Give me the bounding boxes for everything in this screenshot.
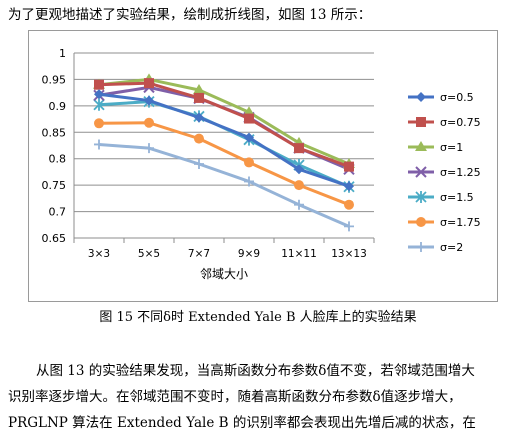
series-5	[94, 117, 354, 210]
legend-marker	[416, 117, 426, 127]
legend-label: σ=1	[440, 141, 463, 154]
y-tick-label: 0.75	[42, 179, 67, 192]
data-point	[144, 117, 154, 128]
data-point	[244, 113, 254, 124]
y-tick-label: 1	[59, 47, 66, 60]
legend-entry: σ=1.25	[408, 166, 481, 179]
data-point	[294, 199, 304, 210]
data-point	[244, 132, 254, 143]
series-0	[94, 89, 354, 192]
line-chart-figure: 1 0.95 0.9 0.85 0.8 0.75 0.7 0.65 3×3 5×5 7×7 9×9 11…	[28, 30, 498, 302]
legend-label: σ=0.5	[440, 91, 474, 104]
paragraph-line-2: 识别率逐步增大。在邻域范围不变时，随着高斯函数分布参数δ值逐步增大，	[8, 389, 462, 405]
legend-marker	[416, 92, 426, 102]
body-paragraph: 从图 13 的实验结果发现，当高斯函数分布参数δ值不变，若邻域范围增大 识别率逐…	[8, 358, 514, 436]
data-point	[294, 164, 304, 175]
y-tick-label: 0.8	[49, 153, 67, 166]
x-tick-label: 9×9	[238, 248, 260, 260]
series-line	[98, 77, 350, 166]
y-tick-label: 0.9	[49, 100, 67, 113]
legend-marker	[416, 242, 426, 252]
data-point	[344, 221, 354, 232]
intro-line: 为了更观地描述了实验结果，绘制成折线图，如图 13 所示：	[8, 7, 372, 23]
series-6	[94, 139, 354, 232]
legend-marker	[415, 191, 427, 203]
series-line	[98, 142, 350, 228]
legend-marker	[415, 141, 427, 151]
chart-axes: 1 0.95 0.9 0.85 0.8 0.75 0.7 0.65 3×3 5×5 7×7 9×9 11…	[42, 47, 375, 281]
legend-label: σ=2	[440, 241, 463, 254]
series-1	[94, 78, 354, 172]
legend-marker	[416, 217, 426, 227]
data-point	[294, 180, 304, 191]
data-point	[344, 199, 354, 210]
data-point	[194, 112, 204, 123]
series-line	[98, 92, 350, 188]
line-chart: 1 0.95 0.9 0.85 0.8 0.75 0.7 0.65 3×3 5×5 7×7 9×9 11…	[28, 30, 498, 302]
data-point	[344, 161, 354, 172]
chart-legend: σ=0.5 σ=0.75 σ=1 σ=1.25 σ=1.5 σ=1.75 σ=2	[408, 91, 481, 254]
x-tick-label: 11×11	[281, 248, 317, 260]
data-point	[244, 157, 254, 168]
data-point	[94, 89, 104, 100]
x-tick-label: 7×7	[188, 248, 210, 260]
legend-entry: σ=2	[408, 241, 463, 254]
data-point	[94, 118, 104, 129]
x-tick-label: 3×3	[88, 248, 110, 260]
data-point	[93, 98, 105, 111]
chart-grid	[74, 52, 374, 239]
legend-marker	[415, 166, 427, 178]
data-point	[193, 84, 205, 94]
y-tick-label: 0.95	[42, 73, 67, 86]
series-line	[98, 81, 350, 169]
series-line	[98, 121, 350, 207]
paragraph-line-1: 从图 13 的实验结果发现，当高斯函数分布参数δ值不变，若邻域范围增大	[36, 363, 475, 379]
y-tick-label: 0.65	[42, 232, 67, 245]
legend-entry: σ=1.75	[408, 216, 481, 229]
data-point	[194, 92, 204, 103]
data-point	[94, 79, 104, 90]
legend-entry: σ=0.5	[408, 91, 474, 104]
chart-series	[93, 73, 355, 232]
y-tick-label: 0.7	[49, 206, 67, 219]
data-point	[194, 159, 204, 169]
legend-label: σ=0.75	[440, 116, 481, 129]
legend-entry: σ=1.5	[408, 191, 474, 204]
legend-entry: σ=1	[408, 141, 463, 154]
data-point	[144, 95, 154, 106]
legend-label: σ=1.75	[440, 216, 481, 229]
data-point	[344, 181, 354, 192]
data-point	[194, 133, 204, 144]
x-tick-label: 13×13	[331, 248, 367, 260]
legend-label: σ=1.25	[440, 166, 481, 179]
x-tick-label: 5×5	[138, 248, 160, 260]
data-point	[94, 139, 104, 150]
data-point	[144, 143, 154, 154]
x-axis-label: 邻域大小	[200, 267, 248, 281]
figure-caption: 图 15 不同δ时 Extended Yale B 人脸库上的实验结果	[99, 310, 417, 325]
chart-border	[28, 30, 498, 302]
data-point	[244, 176, 254, 187]
legend-entry: σ=0.75	[408, 116, 481, 129]
paragraph-line-3: PRGLNP 算法在 Extended Yale B 的识别率都会表现出先增后减…	[8, 415, 476, 431]
y-tick-label: 0.85	[42, 126, 67, 139]
data-point	[144, 78, 154, 89]
legend-label: σ=1.5	[440, 191, 474, 204]
data-point	[294, 143, 304, 154]
